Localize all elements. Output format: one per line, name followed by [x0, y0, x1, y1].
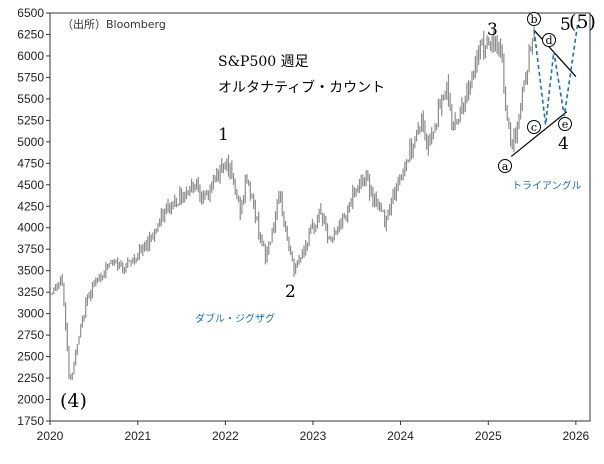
y-tick-label: 3000: [17, 307, 44, 321]
y-tick-label: 6500: [17, 6, 44, 20]
wave-label-5-paren: (5): [569, 11, 596, 33]
plot-frame: [49, 12, 591, 422]
triangle-upper-trendline: [533, 29, 577, 77]
y-tick-label: 4000: [17, 221, 44, 235]
wave-label-5: 5: [560, 15, 571, 35]
projected-path: [533, 21, 579, 125]
subwave-a-label: a: [502, 160, 509, 173]
triangle-lower-trendline: [510, 111, 568, 157]
wave-label-4: 4: [558, 134, 569, 154]
subwave-c-marker: c: [527, 120, 541, 134]
y-tick-label: 6250: [17, 27, 44, 41]
y-tick-label: 2250: [17, 371, 44, 385]
x-tick-label: 2022: [212, 429, 239, 443]
subwave-e-label: e: [562, 118, 569, 131]
y-tick-label: 2500: [17, 350, 44, 364]
x-tick-label: 2020: [37, 429, 64, 443]
double-zigzag-note: ダブル・ジグザグ: [195, 312, 275, 325]
subwave-d-marker: d: [542, 33, 556, 47]
subwave-b-label: b: [530, 13, 537, 26]
source-label: （出所）Bloomberg: [62, 17, 166, 31]
y-tick-label: 3750: [17, 242, 44, 256]
chart-subtitle: オルタナティブ・カウント: [218, 79, 385, 96]
y-tick-label: 3500: [17, 264, 44, 278]
subwave-b-marker: b: [527, 12, 541, 26]
y-tick-label: 4500: [17, 178, 44, 192]
wave-label-3: 3: [487, 20, 498, 40]
x-axis: 2020 2021 2022 2023 2024 2025 2026: [37, 421, 590, 443]
y-tick-label: 5250: [17, 113, 44, 127]
y-tick-label: 6000: [17, 49, 44, 63]
subwave-a-marker: a: [498, 159, 512, 173]
x-tick-label: 2023: [300, 429, 327, 443]
y-tick-label: 4750: [17, 156, 44, 170]
wave-label-2: 2: [285, 282, 296, 302]
overlay-lines: [510, 21, 579, 157]
subwave-c-label: c: [531, 121, 537, 134]
x-tick-label: 2026: [562, 429, 589, 443]
y-tick-label: 1750: [17, 414, 44, 428]
triangle-note: トライアングル: [512, 179, 582, 192]
y-axis: 1750 2000 2250 2500 2750 3000 3250 3500 3750 4000…: [17, 6, 50, 428]
y-tick-label: 2750: [17, 328, 44, 342]
x-tick-label: 2021: [124, 429, 151, 443]
wave-label-4-paren: (4): [60, 390, 87, 412]
x-tick-label: 2025: [475, 429, 502, 443]
y-tick-label: 5750: [17, 70, 44, 84]
y-tick-label: 3250: [17, 285, 44, 299]
chart-title: S&P500 週足: [218, 54, 309, 70]
y-tick-label: 5500: [17, 92, 44, 106]
y-tick-label: 4250: [17, 199, 44, 213]
y-tick-label: 2000: [17, 393, 44, 407]
subwave-e-marker: e: [558, 117, 572, 131]
price-bars: [49, 26, 535, 380]
wave-label-1: 1: [218, 125, 229, 145]
subwave-d-label: d: [545, 34, 552, 47]
x-tick-label: 2024: [387, 429, 414, 443]
y-tick-label: 5000: [17, 135, 44, 149]
